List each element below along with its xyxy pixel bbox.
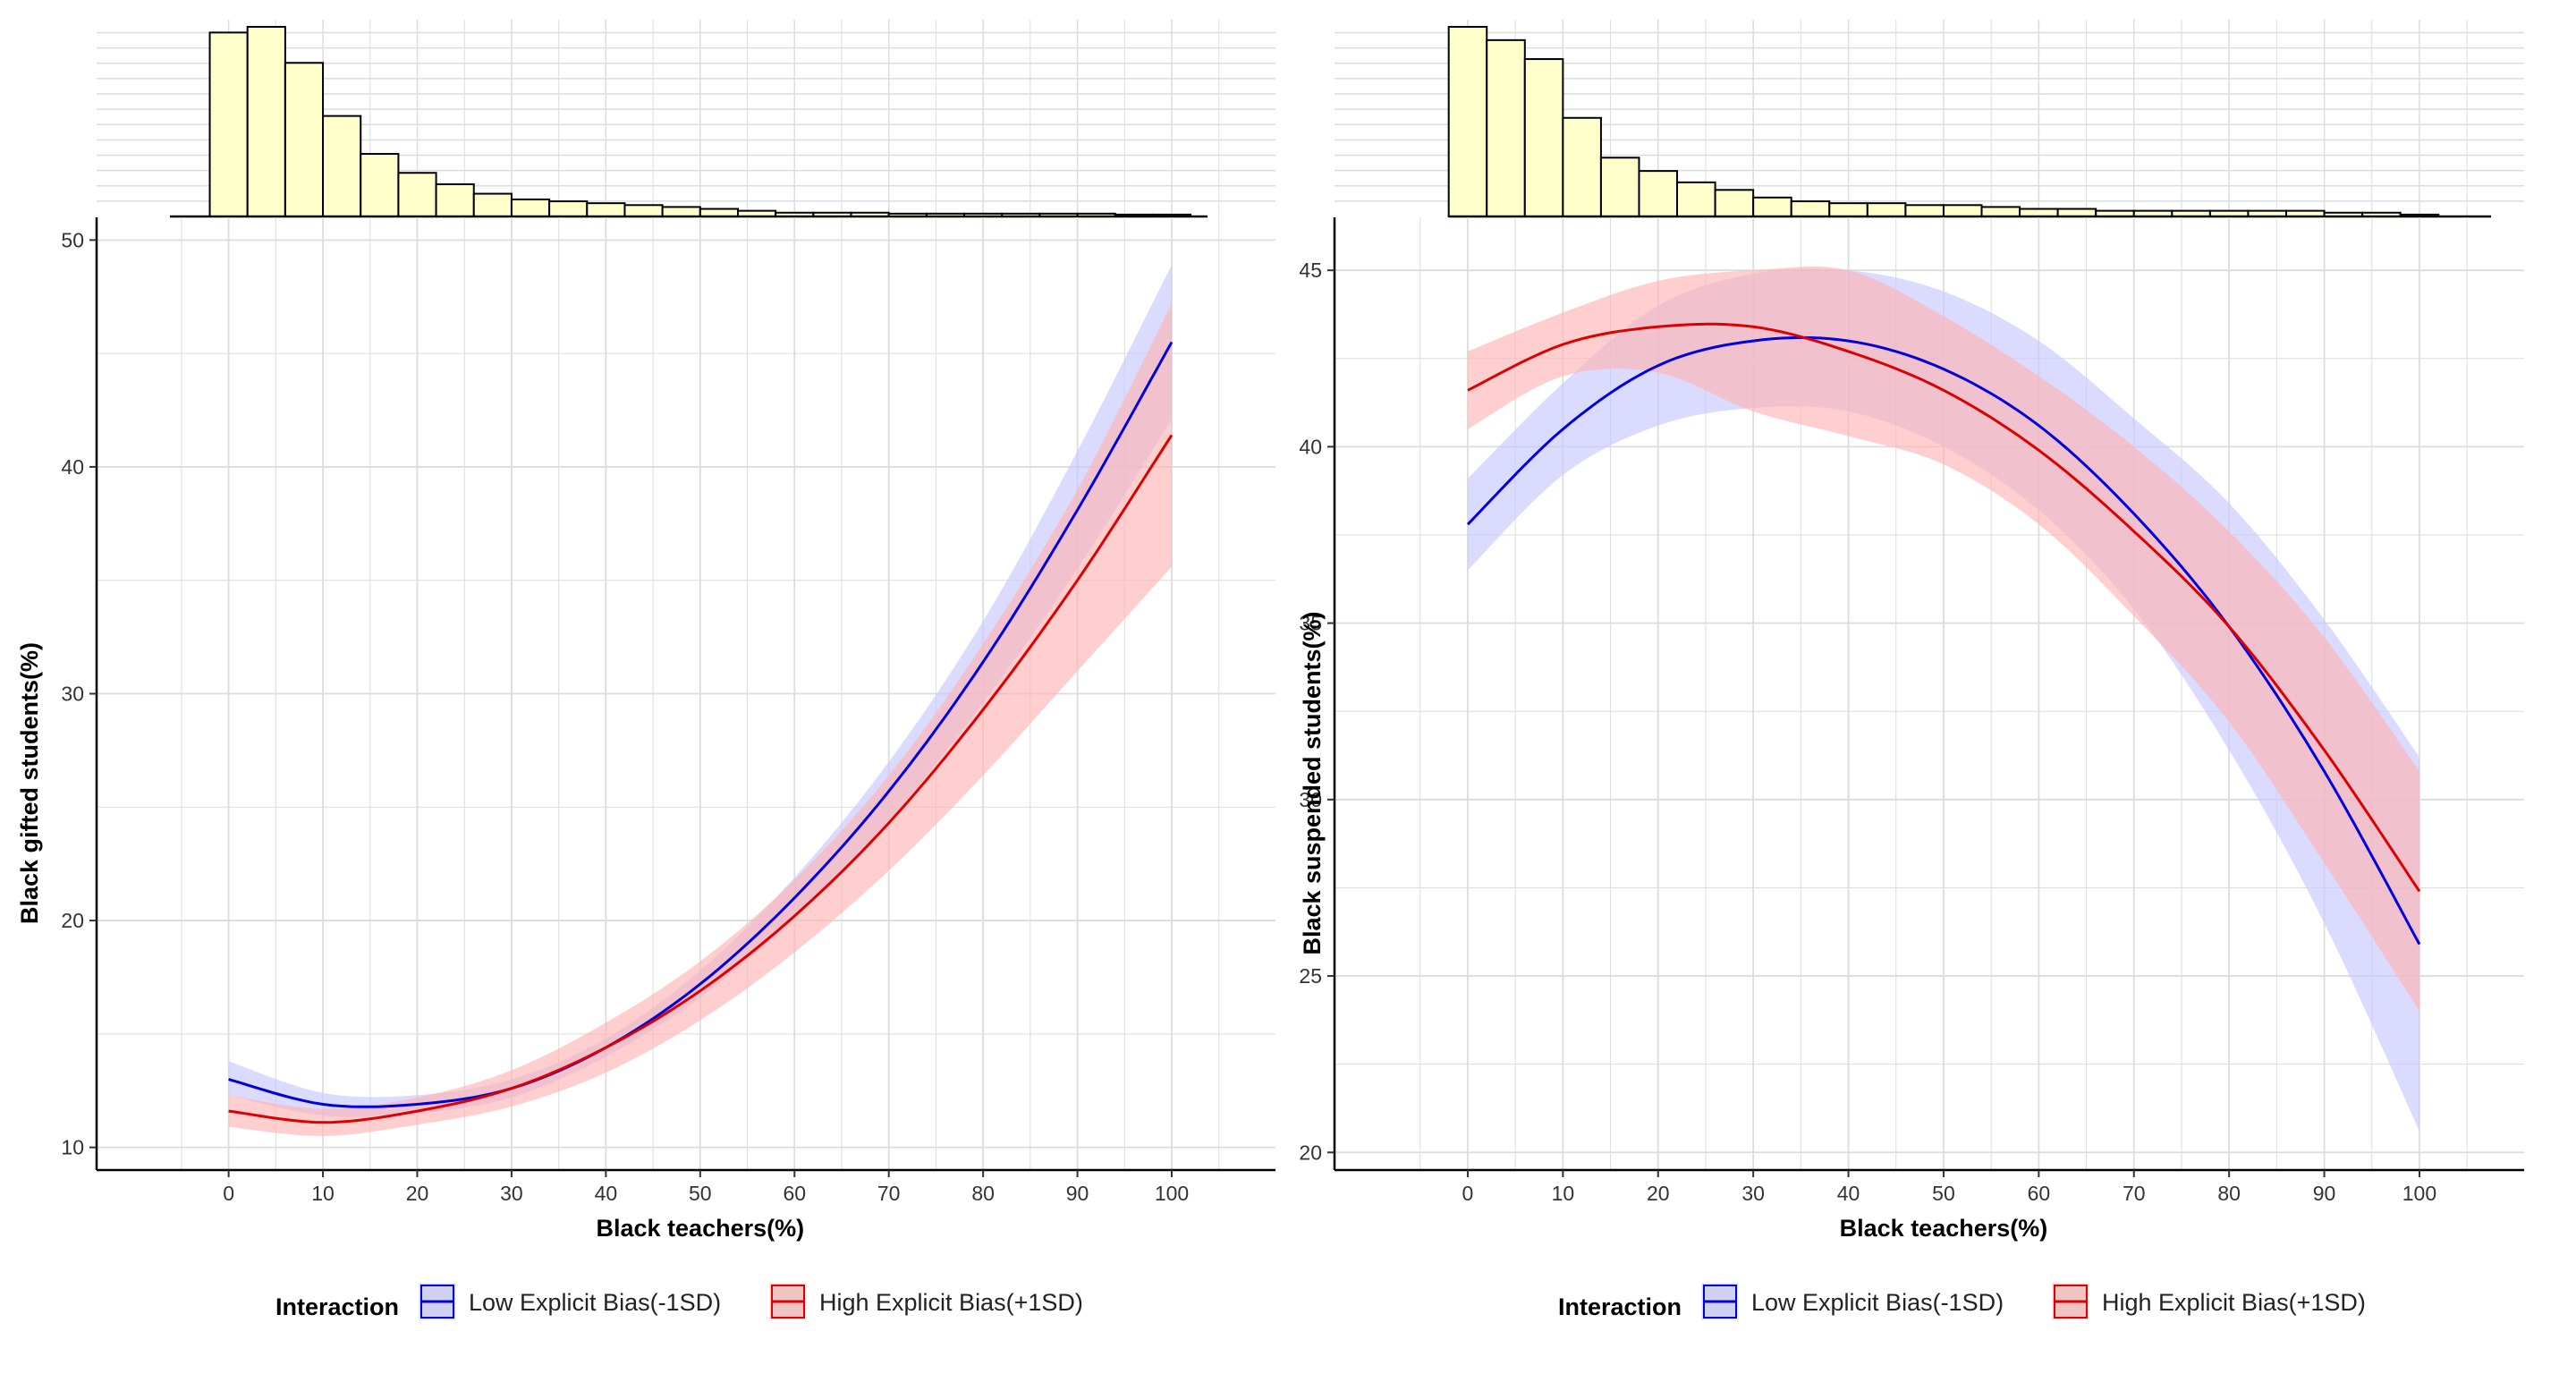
histogram-bar: [1980, 206, 2021, 217]
histogram-bar: [2019, 208, 2059, 218]
histogram-bar: [699, 208, 739, 218]
x-tick-label: 40: [595, 1182, 618, 1205]
legend-item-low-bias: Low Explicit Bias(-1SD): [418, 1282, 721, 1321]
histogram-bar: [360, 153, 400, 217]
y-axis-title: Black gifted students(%): [16, 642, 43, 924]
histogram-bar: [435, 182, 475, 218]
histogram-bar: [1866, 202, 1907, 218]
histogram-bar: [1638, 170, 1679, 217]
legend-label: High Explicit Bias(+1SD): [2102, 1289, 2366, 1316]
x-tick-label: 30: [1741, 1182, 1765, 1205]
x-tick-label: 60: [2028, 1182, 2051, 1205]
legend-label: High Explicit Bias(+1SD): [819, 1289, 1083, 1316]
legend-label: Low Explicit Bias(-1SD): [469, 1289, 721, 1316]
x-tick-label: 50: [1932, 1182, 1955, 1205]
x-tick-label: 10: [1552, 1182, 1575, 1205]
histogram-panel: [97, 20, 1275, 218]
histogram-bar: [548, 200, 589, 217]
histogram-bar: [1562, 116, 1602, 217]
x-tick-label: 0: [223, 1182, 234, 1205]
x-tick-label: 70: [877, 1182, 901, 1205]
histogram-bar: [1486, 38, 1526, 218]
x-tick-label: 100: [2402, 1182, 2436, 1205]
x-tick-label: 90: [2313, 1182, 2336, 1205]
histogram-bar: [1676, 181, 1716, 217]
y-tick-label: 40: [1299, 435, 1322, 458]
histogram-bar: [510, 198, 551, 217]
y-tick-label: 35: [1299, 612, 1322, 635]
y-tick-label: 50: [61, 228, 84, 251]
y-tick-label: 20: [1299, 1141, 1322, 1164]
x-tick-label: 20: [406, 1182, 429, 1205]
legend-item-low-bias: Low Explicit Bias(-1SD): [1700, 1282, 2004, 1321]
legend-item-high-bias: High Explicit Bias(+1SD): [2051, 1282, 2366, 1321]
x-tick-label: 40: [1837, 1182, 1860, 1205]
histogram-bar: [397, 172, 437, 218]
y-tick-label: 45: [1299, 259, 1322, 282]
x-tick-label: 100: [1155, 1182, 1189, 1205]
x-tick-label: 0: [1462, 1182, 1474, 1205]
histogram-bar: [1752, 196, 1792, 218]
histogram-bar: [208, 31, 249, 217]
histogram-bar: [623, 204, 664, 217]
x-tick-label: 10: [311, 1182, 335, 1205]
legend-item-high-bias: High Explicit Bias(+1SD): [768, 1282, 1083, 1321]
legend: Interaction Low Explicit Bias(-1SD) High E…: [275, 1282, 1083, 1321]
y-tick-label: 30: [61, 683, 84, 706]
histogram-panel: [1335, 20, 2524, 218]
main-grid: [97, 217, 1275, 1170]
x-tick-label: 50: [689, 1182, 712, 1205]
histogram-bar: [284, 62, 325, 217]
x-tick-label: 80: [2217, 1182, 2241, 1205]
histogram-bar: [1942, 204, 1983, 217]
legend-title: Interaction: [275, 1293, 399, 1320]
series-line-low-bias: [228, 341, 1174, 1108]
histogram-bar: [661, 206, 701, 217]
histogram-bar: [322, 114, 362, 217]
x-tick-label: 30: [500, 1182, 523, 1205]
x-tick-label: 70: [2123, 1182, 2146, 1205]
confidence-band-low-bias: [1468, 268, 2419, 1132]
confidence-band-high-bias: [1468, 266, 2419, 1012]
x-axis-title: Black teachers(%): [597, 1215, 805, 1242]
x-axis-title: Black teachers(%): [1840, 1215, 2048, 1242]
y-axis-title: Black suspended students(%): [1299, 611, 1326, 954]
y-tick-label: 30: [1299, 788, 1322, 811]
histogram-bar: [1447, 26, 1488, 217]
series-line-low-bias: [1466, 335, 2421, 946]
histogram-bar: [586, 202, 626, 218]
histogram-bar: [1828, 202, 1868, 218]
x-tick-label: 60: [783, 1182, 806, 1205]
histogram-bar: [246, 26, 286, 217]
legend-label: Low Explicit Bias(-1SD): [1751, 1289, 2004, 1316]
legend-title: Interaction: [1558, 1293, 1682, 1320]
chart-panel-1: 0 10 20 30 40 50 60 70 80 90 100 10 20 30 40 50 Black te…: [16, 20, 1275, 1321]
x-tick-label: 20: [1647, 1182, 1670, 1205]
histogram-bar: [472, 192, 513, 217]
x-tick-label: 80: [971, 1182, 995, 1205]
series-line-high-bias: [228, 434, 1174, 1124]
y-tick-label: 20: [61, 909, 84, 932]
legend: Interaction Low Explicit Bias(-1SD) High E…: [1558, 1282, 2366, 1321]
histogram-bar: [1790, 200, 1831, 217]
histogram-bar: [2056, 208, 2097, 218]
histogram-bar: [1904, 204, 1945, 217]
x-tick-label: 90: [1066, 1182, 1089, 1205]
histogram-bar: [1599, 157, 1640, 217]
histogram-bar: [1714, 189, 1755, 218]
y-tick-label: 40: [61, 455, 84, 479]
series-line-high-bias: [1467, 322, 2421, 893]
chart-panel-2: 0 10 20 30 40 50 60 70 80 90 100 20 25 30 35 40 45 Black …: [1299, 20, 2524, 1321]
y-tick-label: 10: [61, 1136, 84, 1159]
confidence-band-high-bias: [228, 303, 1173, 1136]
histogram-bar: [1523, 58, 1564, 218]
y-tick-label: 25: [1299, 964, 1322, 988]
